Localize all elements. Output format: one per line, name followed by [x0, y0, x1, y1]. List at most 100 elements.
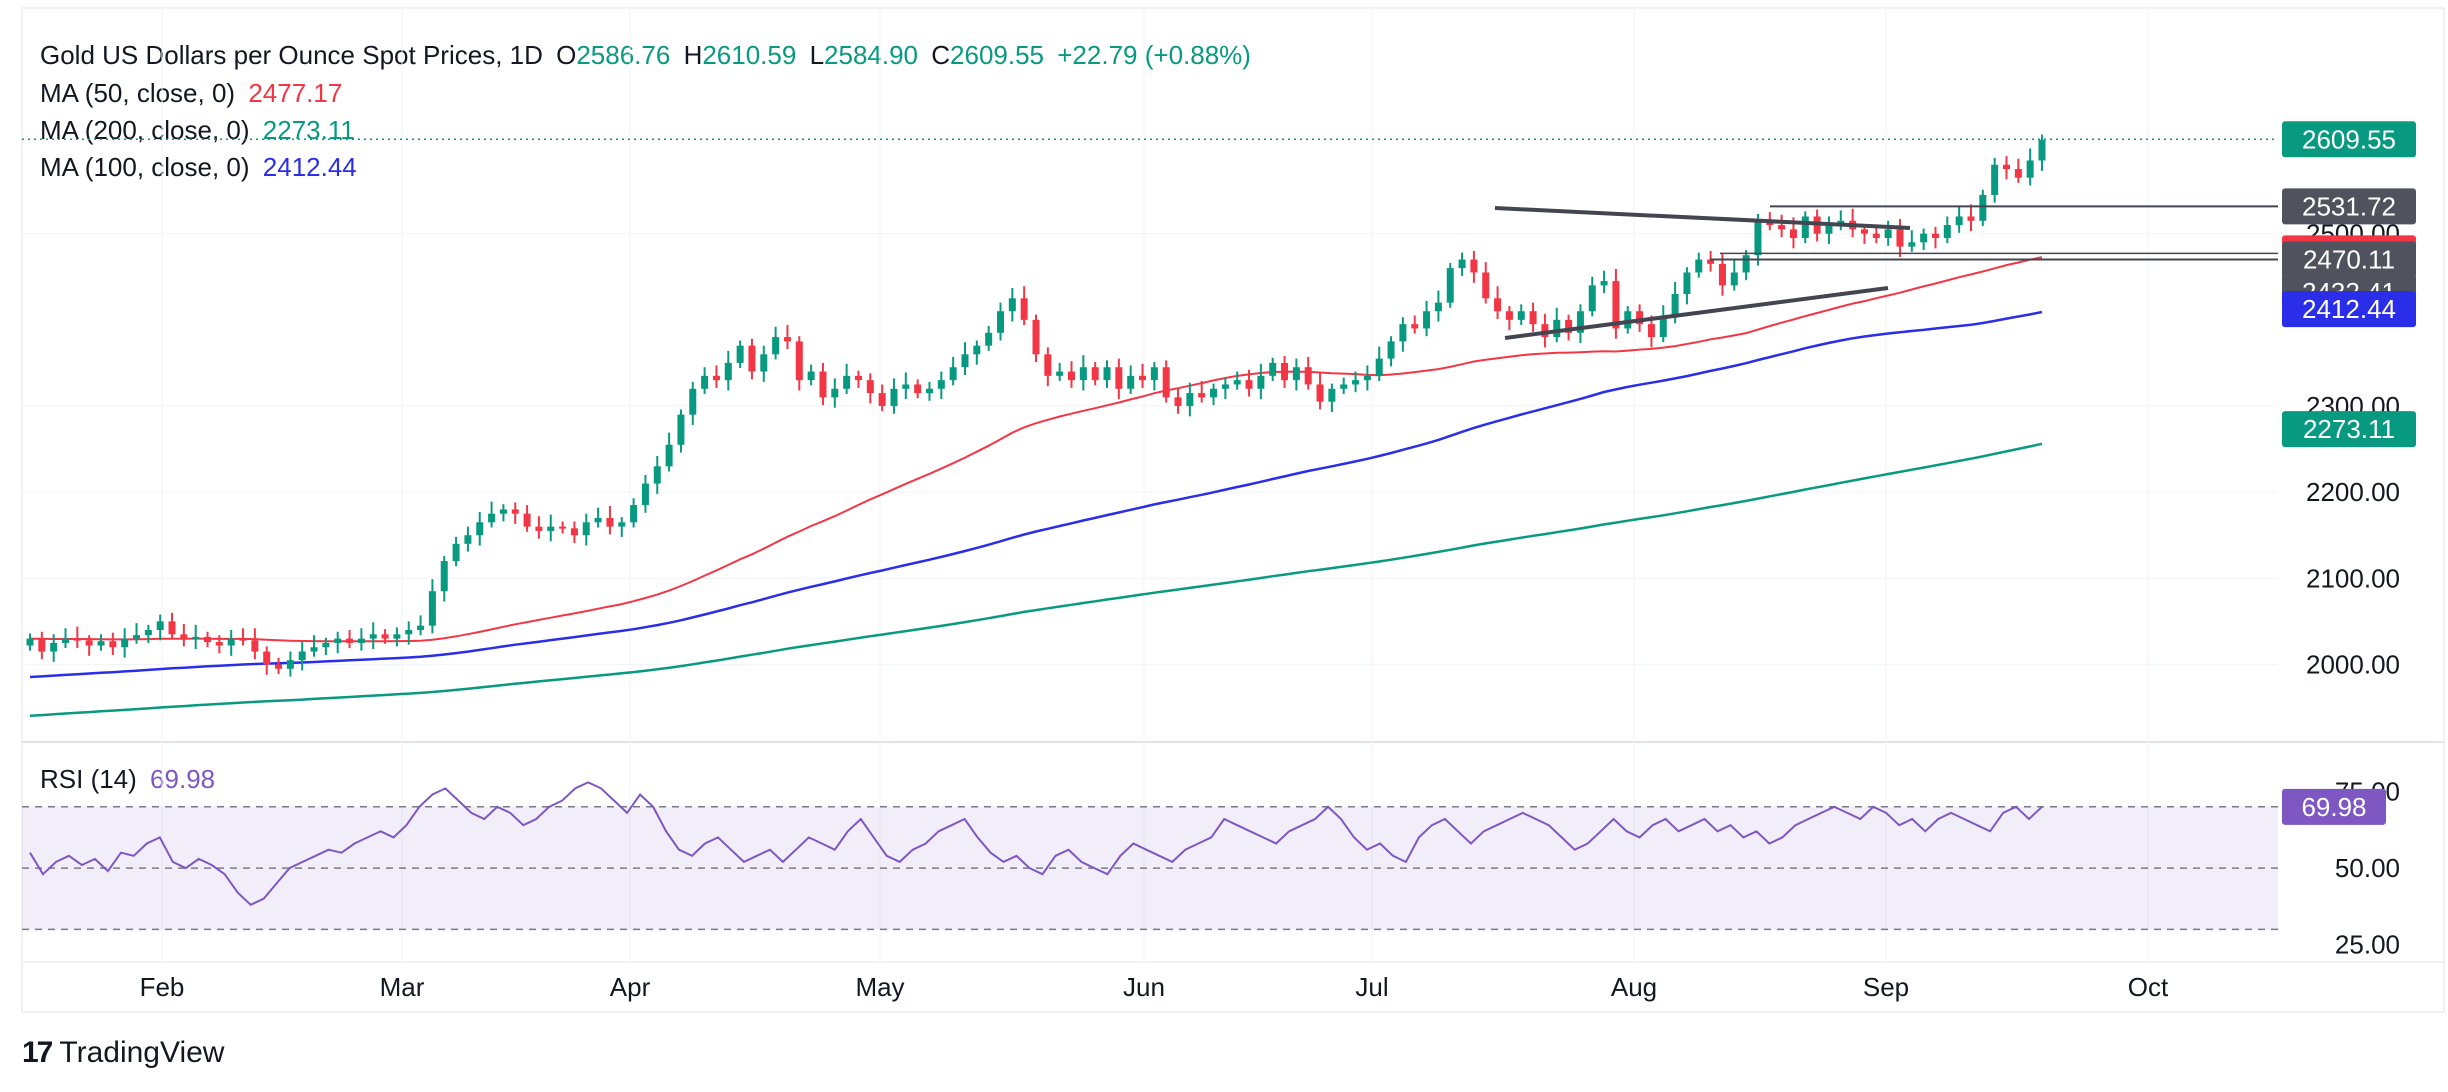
open-value: 2586.76 — [576, 40, 671, 70]
rsi-tick-label: 25.00 — [2335, 930, 2400, 960]
high-label: H — [683, 40, 703, 70]
candle-body — [1186, 393, 1194, 406]
candle-body — [1647, 324, 1655, 338]
close-label: C — [931, 40, 951, 70]
candle-body — [1908, 242, 1916, 247]
month-tick-label: Sep — [1863, 972, 1909, 1002]
ma50-value: 2477.17 — [248, 78, 343, 108]
candle-body — [1801, 216, 1809, 238]
candle-body — [452, 543, 460, 562]
month-tick-label: Mar — [380, 972, 425, 1002]
candle-body — [1423, 311, 1431, 329]
candle-body — [1292, 367, 1300, 381]
candle-body — [2026, 160, 2034, 178]
candle-body — [570, 528, 578, 536]
candle-body — [26, 638, 34, 646]
ma100-label: MA (100, close, 0) — [40, 152, 250, 182]
candle-body — [1162, 367, 1170, 398]
candle-body — [843, 375, 851, 389]
candle-body — [38, 638, 46, 652]
candle-body — [535, 526, 543, 531]
candle-body — [1494, 298, 1502, 312]
candle-body — [559, 526, 567, 529]
candle-body — [618, 522, 626, 527]
candle-body — [298, 651, 306, 661]
candle-body — [807, 371, 815, 381]
candle-body — [1411, 324, 1419, 329]
ma200-value: 2273.11 — [262, 115, 355, 145]
price-tag-label: 2609.55 — [2302, 124, 2396, 154]
candle-body — [476, 522, 484, 536]
candle-body — [1245, 380, 1253, 389]
candle-body — [1281, 362, 1289, 381]
price-tag-box — [2282, 411, 2416, 448]
candle-body — [1127, 375, 1135, 389]
month-tick-label: Jul — [1355, 972, 1388, 1002]
rsi-tag-box — [2282, 788, 2386, 825]
candle-body — [121, 638, 129, 648]
candle-body — [547, 526, 555, 531]
candle-body — [606, 518, 614, 527]
candle-body — [215, 642, 223, 646]
candle-body — [1955, 216, 1963, 226]
candle-body — [97, 641, 105, 646]
candle-body — [1931, 233, 1939, 238]
candle-body — [760, 354, 768, 372]
candle-body — [1020, 298, 1028, 320]
ma50-legend[interactable]: MA (50, close, 0) 2477.17 — [40, 78, 348, 109]
candle-body — [464, 535, 472, 544]
candle-body — [50, 642, 58, 652]
rsi-value: 69.98 — [150, 764, 216, 794]
candle-body — [1257, 375, 1265, 389]
candle-body — [2014, 169, 2022, 178]
ma100-legend[interactable]: MA (100, close, 0) 2412.44 — [40, 152, 363, 183]
candle-body — [1340, 384, 1348, 389]
tradingview-logo[interactable]: 17 TradingView — [22, 1036, 224, 1070]
candle-body — [1221, 384, 1229, 389]
candle-body — [677, 414, 685, 445]
candle-body — [85, 640, 93, 646]
candle-body — [973, 345, 981, 355]
candle-body — [1150, 367, 1158, 381]
candle-body — [594, 518, 602, 523]
candle-body — [263, 651, 271, 665]
candle-body — [1446, 268, 1454, 303]
ma100-value: 2412.44 — [262, 152, 357, 182]
candle-body — [701, 375, 709, 389]
candle-body — [1470, 259, 1478, 273]
candle-body — [440, 561, 448, 592]
candle-body — [286, 660, 294, 669]
candle-body — [1612, 281, 1620, 329]
candle-body — [902, 384, 910, 389]
candle-body — [1482, 272, 1490, 299]
tradingview-mark-icon: 17 — [22, 1036, 53, 1069]
candle-body — [1304, 367, 1312, 385]
tradingview-name: TradingView — [59, 1036, 225, 1069]
candle-body — [854, 375, 862, 381]
rsi-legend[interactable]: RSI (14) 69.98 — [40, 764, 221, 795]
candle-body — [1742, 255, 1750, 273]
candle-body — [2002, 164, 2010, 170]
candle-body — [961, 354, 969, 368]
candle-body — [357, 638, 365, 643]
candle-body — [1576, 311, 1584, 333]
candle-body — [227, 638, 235, 646]
candle-body — [1079, 367, 1087, 381]
chart-frame — [21, 7, 2445, 1013]
candle-body — [1565, 319, 1573, 333]
candle-body — [1624, 311, 1632, 329]
chart-title: Gold US Dollars per Ounce Spot Prices, 1… — [40, 40, 543, 70]
candle-body — [1671, 294, 1679, 316]
price-tick-label: 2000.00 — [2306, 649, 2400, 679]
candle-body — [582, 522, 590, 536]
candle-body — [1198, 393, 1206, 398]
candle-body — [914, 384, 922, 394]
candle-body — [712, 375, 720, 381]
candle-body — [239, 638, 247, 641]
month-tick-label: Jun — [1123, 972, 1165, 1002]
candle-body — [62, 638, 70, 643]
candle-body — [322, 642, 330, 648]
candle-body — [748, 345, 756, 372]
candle-body — [1091, 367, 1099, 381]
